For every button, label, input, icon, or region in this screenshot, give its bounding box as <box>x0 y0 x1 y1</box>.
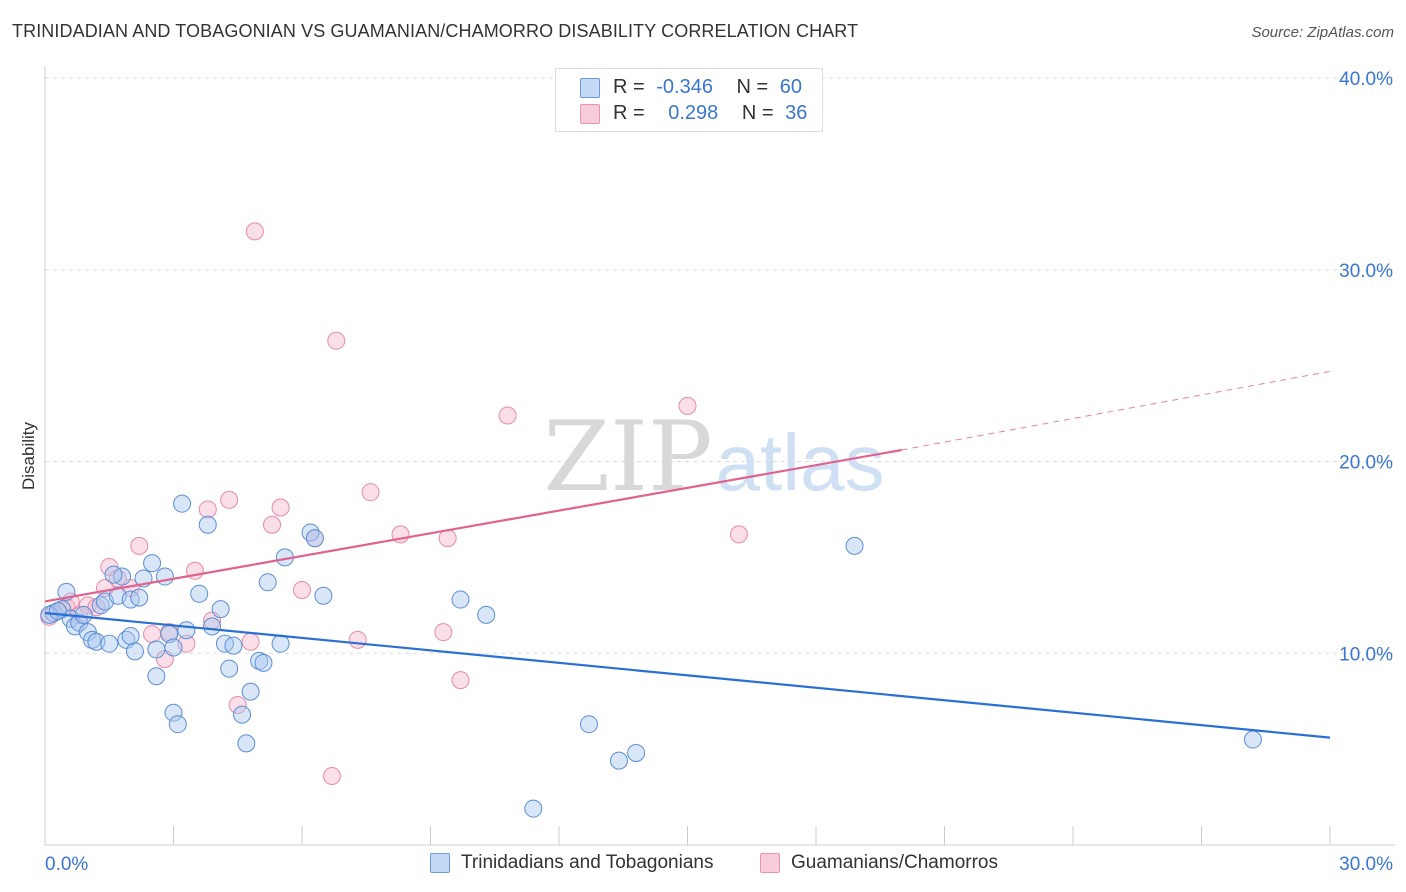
data-point-guamanian <box>451 671 470 690</box>
grid-lines <box>45 77 1395 654</box>
series-trinidadian-points <box>40 494 1262 818</box>
y-tick-label: 10.0% <box>1339 644 1393 665</box>
data-point-guamanian <box>263 515 282 534</box>
data-point-trinidadian <box>164 638 183 657</box>
data-point-guamanian <box>361 483 380 502</box>
trend-line-guamanian-extension <box>901 370 1331 451</box>
data-point-trinidadian <box>211 600 230 619</box>
data-point-guamanian <box>143 625 162 644</box>
watermark: ZIP atlas <box>543 401 884 513</box>
legend-r-label: R = <box>613 76 645 98</box>
x-tick-label: 0.0% <box>45 854 88 875</box>
y-tick-label: 20.0% <box>1339 453 1393 474</box>
data-point-trinidadian <box>168 715 187 734</box>
data-point-trinidadian <box>305 529 324 548</box>
data-point-trinidadian <box>271 634 290 653</box>
data-point-trinidadian <box>125 642 144 661</box>
data-point-trinidadian <box>579 715 598 734</box>
data-point-trinidadian <box>173 494 192 513</box>
legend-swatch-pink <box>580 104 600 124</box>
legend-r-value: 0.298 <box>668 102 719 124</box>
data-point-trinidadian <box>241 682 260 701</box>
data-point-trinidadian <box>477 605 496 624</box>
bottom-legend-swatch-blue <box>430 853 450 873</box>
legend-n-label: N = <box>736 76 769 98</box>
watermark-atlas: atlas <box>716 418 885 507</box>
data-point-trinidadian <box>224 636 243 655</box>
data-point-trinidadian <box>524 799 543 818</box>
series-guamanian-points <box>40 222 748 785</box>
watermark-zip: ZIP <box>543 401 712 513</box>
data-point-trinidadian <box>258 573 277 592</box>
bottom-legend-swatch-pink <box>760 853 780 873</box>
data-point-guamanian <box>130 536 149 555</box>
legend: R = -0.346 N = 60 R = 0.298 N = 36 <box>555 68 823 132</box>
legend-r-label: R = <box>613 102 645 124</box>
y-tick-label: 40.0% <box>1339 69 1393 90</box>
data-point-guamanian <box>228 696 247 715</box>
tick-labels: 10.0% 20.0% 30.0% 40.0% 0.0% 30.0% <box>45 69 1393 875</box>
data-point-guamanian <box>729 525 748 544</box>
data-point-trinidadian <box>155 567 174 586</box>
y-tick-label: 30.0% <box>1339 261 1393 282</box>
data-point-trinidadian <box>451 590 470 609</box>
data-point-trinidadian <box>237 734 256 753</box>
data-point-trinidadian <box>74 605 93 624</box>
data-point-trinidadian <box>220 659 239 678</box>
chart-title: TRINIDADIAN AND TOBAGONIAN VS GUAMANIAN/… <box>12 21 859 41</box>
trend-line-guamanian <box>44 448 902 603</box>
axes <box>44 66 1395 846</box>
data-point-trinidadian <box>198 515 217 534</box>
trend-lines <box>44 370 1331 739</box>
data-point-trinidadian <box>203 617 222 636</box>
data-point-trinidadian <box>627 743 646 762</box>
data-point-trinidadian <box>130 588 149 607</box>
legend-r-value: -0.346 <box>656 76 713 98</box>
data-point-trinidadian <box>177 621 196 640</box>
data-point-trinidadian <box>121 626 140 645</box>
data-point-guamanian <box>245 222 264 241</box>
data-point-guamanian <box>678 396 697 415</box>
data-point-trinidadian <box>233 705 252 724</box>
data-point-guamanian <box>322 766 341 785</box>
data-point-guamanian <box>327 331 346 350</box>
data-point-trinidadian <box>100 634 119 653</box>
data-point-guamanian <box>348 630 367 649</box>
data-point-trinidadian <box>314 586 333 605</box>
data-point-guamanian <box>241 632 260 651</box>
x-tick-label: 30.0% <box>1339 854 1393 875</box>
legend-n-value: 36 <box>785 102 808 124</box>
bottom-legend-label: Trinidadians and Tobagonians <box>461 852 714 873</box>
data-point-trinidadian <box>609 751 628 770</box>
legend-swatch-blue <box>580 78 600 98</box>
data-point-guamanian <box>293 580 311 599</box>
data-point-trinidadian <box>190 584 209 603</box>
y-axis-label: Disability <box>19 421 38 490</box>
data-point-guamanian <box>434 623 453 642</box>
data-point-guamanian <box>271 498 290 517</box>
data-point-trinidadian <box>147 640 166 659</box>
data-point-trinidadian <box>254 653 273 672</box>
legend-n-label: N = <box>741 102 774 124</box>
data-point-trinidadian <box>147 667 166 686</box>
data-point-guamanian <box>198 500 217 519</box>
legend-n-value: 60 <box>779 76 803 98</box>
source-label: Source: ZipAtlas.com <box>1251 24 1394 41</box>
data-point-guamanian <box>220 490 239 509</box>
data-point-trinidadian <box>143 554 162 573</box>
data-point-trinidadian <box>164 703 183 722</box>
data-point-trinidadian <box>48 602 67 621</box>
trend-line-trinidadian <box>44 611 1331 739</box>
data-point-trinidadian <box>845 536 864 555</box>
data-point-trinidadian <box>1243 730 1262 749</box>
data-point-trinidadian <box>104 565 123 584</box>
data-point-guamanian <box>498 406 517 425</box>
bottom-legend-label: Guamanians/Chamorros <box>791 852 998 873</box>
